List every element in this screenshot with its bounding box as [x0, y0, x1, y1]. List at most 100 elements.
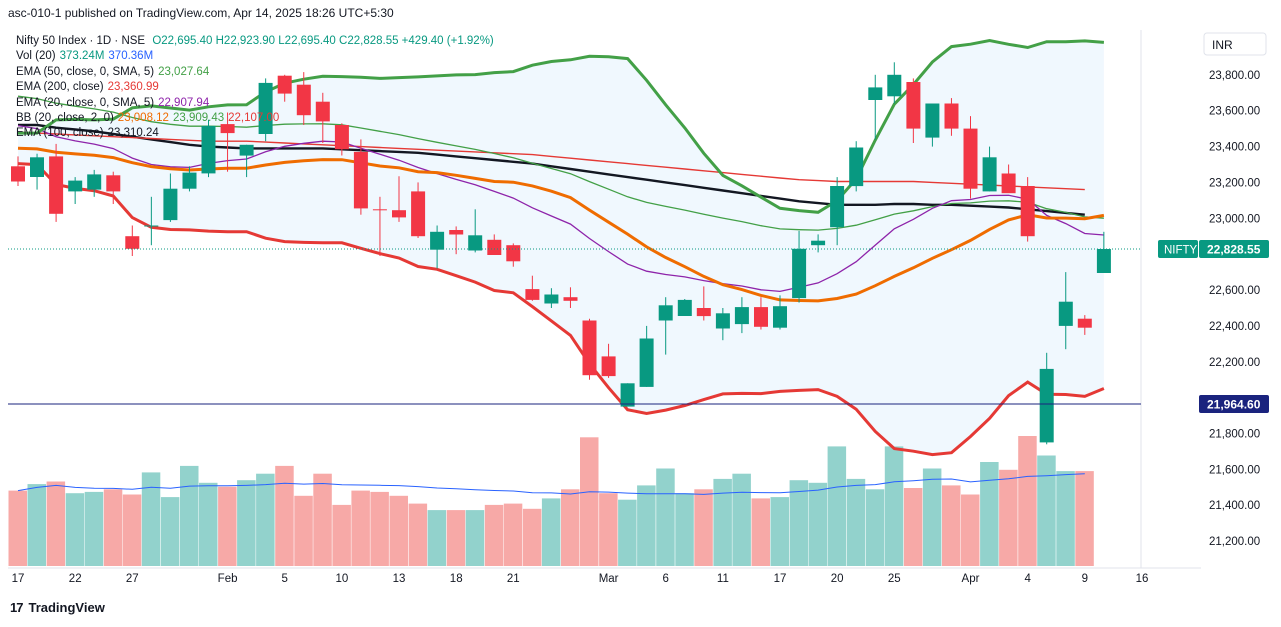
volume-bar	[903, 488, 923, 566]
volume-bar	[1075, 471, 1094, 566]
time-tick-label: 27	[126, 573, 139, 585]
time-tick-label: Feb	[218, 573, 238, 585]
candle-body	[430, 231, 445, 250]
legend-row-value: 23,008.12	[117, 112, 169, 125]
candle-body	[563, 297, 578, 301]
candle-body	[696, 308, 711, 317]
legend-row[interactable]: EMA (100, close) 23,310.24	[16, 126, 494, 141]
time-tick-label: 25	[888, 573, 901, 585]
candle-body	[87, 174, 102, 190]
ema50-line	[17, 95, 1104, 231]
time-tick-label: 21	[507, 573, 520, 585]
candle-body	[773, 306, 787, 328]
volume-bar	[389, 495, 408, 566]
candle-body	[11, 166, 25, 182]
volume-bar	[808, 482, 828, 566]
horizontal-line	[8, 248, 1141, 405]
tradingview-brand[interactable]: 17 TradingView	[10, 600, 105, 615]
volume-bar	[884, 446, 904, 566]
candle-body	[544, 294, 559, 304]
candle-body	[182, 172, 197, 189]
time-tick-label: 20	[831, 573, 844, 585]
legend-row[interactable]: EMA (50, close, 0, SMA, 5) 23,027.64	[16, 65, 494, 80]
time-tick-label: 17	[774, 573, 787, 585]
candle-body	[792, 248, 807, 299]
candle-body	[754, 307, 768, 327]
candle-body	[125, 236, 140, 249]
support-value: 21,964.60	[1207, 397, 1261, 411]
candle-body	[525, 289, 540, 300]
candle-body	[239, 144, 254, 156]
ema20-line	[17, 124, 1104, 293]
candle-body	[982, 157, 997, 192]
candle-body	[1096, 249, 1111, 273]
candle-body	[1058, 301, 1073, 326]
volume-bar	[408, 503, 428, 566]
volume-bar	[332, 504, 351, 566]
legend-row[interactable]: Vol (20) 373.24M 370.36M	[16, 49, 494, 64]
volume-bar	[218, 486, 237, 566]
volume-bar	[84, 491, 104, 566]
legend-row[interactable]: EMA (200, close) 23,360.99	[16, 80, 494, 95]
price-tick-label: 23,400.00	[1209, 142, 1260, 154]
volume-bar	[522, 508, 542, 566]
symbol-badge	[1158, 240, 1198, 259]
brand-name: TradingView	[28, 600, 105, 615]
volume-bar	[713, 478, 732, 566]
candle-body	[30, 157, 44, 177]
symbol-badge-label: NIFTY	[1164, 245, 1198, 257]
legend-row[interactable]: EMA (20, close, 0, SMA, 5) 22,907.94	[16, 96, 494, 111]
volume-bar	[256, 473, 275, 566]
volume-bar	[770, 497, 789, 566]
indicator-legend: Nifty 50 Index · 1D · NSE O22,695.40 H22…	[16, 34, 494, 142]
indicator-lines	[17, 38, 1105, 457]
candle-body	[144, 225, 159, 227]
candle-body	[811, 240, 826, 246]
candle-body	[506, 245, 521, 262]
candle-body	[887, 74, 902, 97]
candle-body	[944, 103, 959, 129]
volume-bar	[942, 485, 961, 566]
volume-bar	[789, 480, 809, 566]
volume-bar	[637, 485, 656, 566]
volume-bar	[827, 446, 847, 566]
time-tick-label: Apr	[962, 573, 980, 585]
volume-bar	[275, 465, 294, 566]
volume-bar	[580, 437, 599, 566]
candle-body	[334, 125, 349, 150]
candle-body	[315, 101, 330, 122]
candle-body	[106, 175, 121, 192]
legend-row-value: 23,027.64	[158, 65, 210, 78]
legend-symbol-values: O22,695.40 H22,923.90 L22,695.40 C22,828…	[152, 35, 494, 47]
legend-row[interactable]: BB (20, close, 2, 0) 23,008.12 23,909.43 22…	[16, 111, 494, 126]
candle-body	[258, 82, 273, 134]
volume-bar	[846, 478, 866, 566]
candle-body	[582, 320, 597, 376]
candle-body	[411, 191, 426, 237]
volume-bar	[160, 497, 180, 566]
volume-bar	[732, 473, 751, 566]
bb-lower-line	[17, 162, 1105, 457]
candle-body	[658, 305, 673, 321]
volume-bar	[122, 494, 142, 566]
volume-bar	[541, 498, 561, 566]
volume-bar	[503, 503, 523, 566]
volume-bar	[751, 498, 770, 566]
price-tick-label: 21,600.00	[1209, 464, 1260, 476]
legend-row-label: EMA (100, close)	[16, 127, 104, 140]
candle-body	[353, 151, 368, 209]
legend-row-value: 23,360.99	[107, 81, 159, 94]
candle-body	[734, 307, 749, 325]
candle-body	[392, 210, 406, 218]
volume-bar	[656, 468, 675, 566]
legend-symbol[interactable]: Nifty 50 Index · 1D · NSE O22,695.40 H22…	[16, 34, 494, 49]
volume-bar	[999, 469, 1018, 566]
legend-row-label: EMA (50, close, 0, SMA, 5)	[16, 65, 155, 78]
candle-body	[925, 103, 940, 138]
volume-bar	[180, 465, 199, 566]
volume-bars	[8, 436, 1094, 566]
legend-row-value: 23,310.24	[107, 127, 159, 140]
time-tick-label: 16	[1136, 573, 1149, 585]
grid	[8, 30, 1201, 569]
